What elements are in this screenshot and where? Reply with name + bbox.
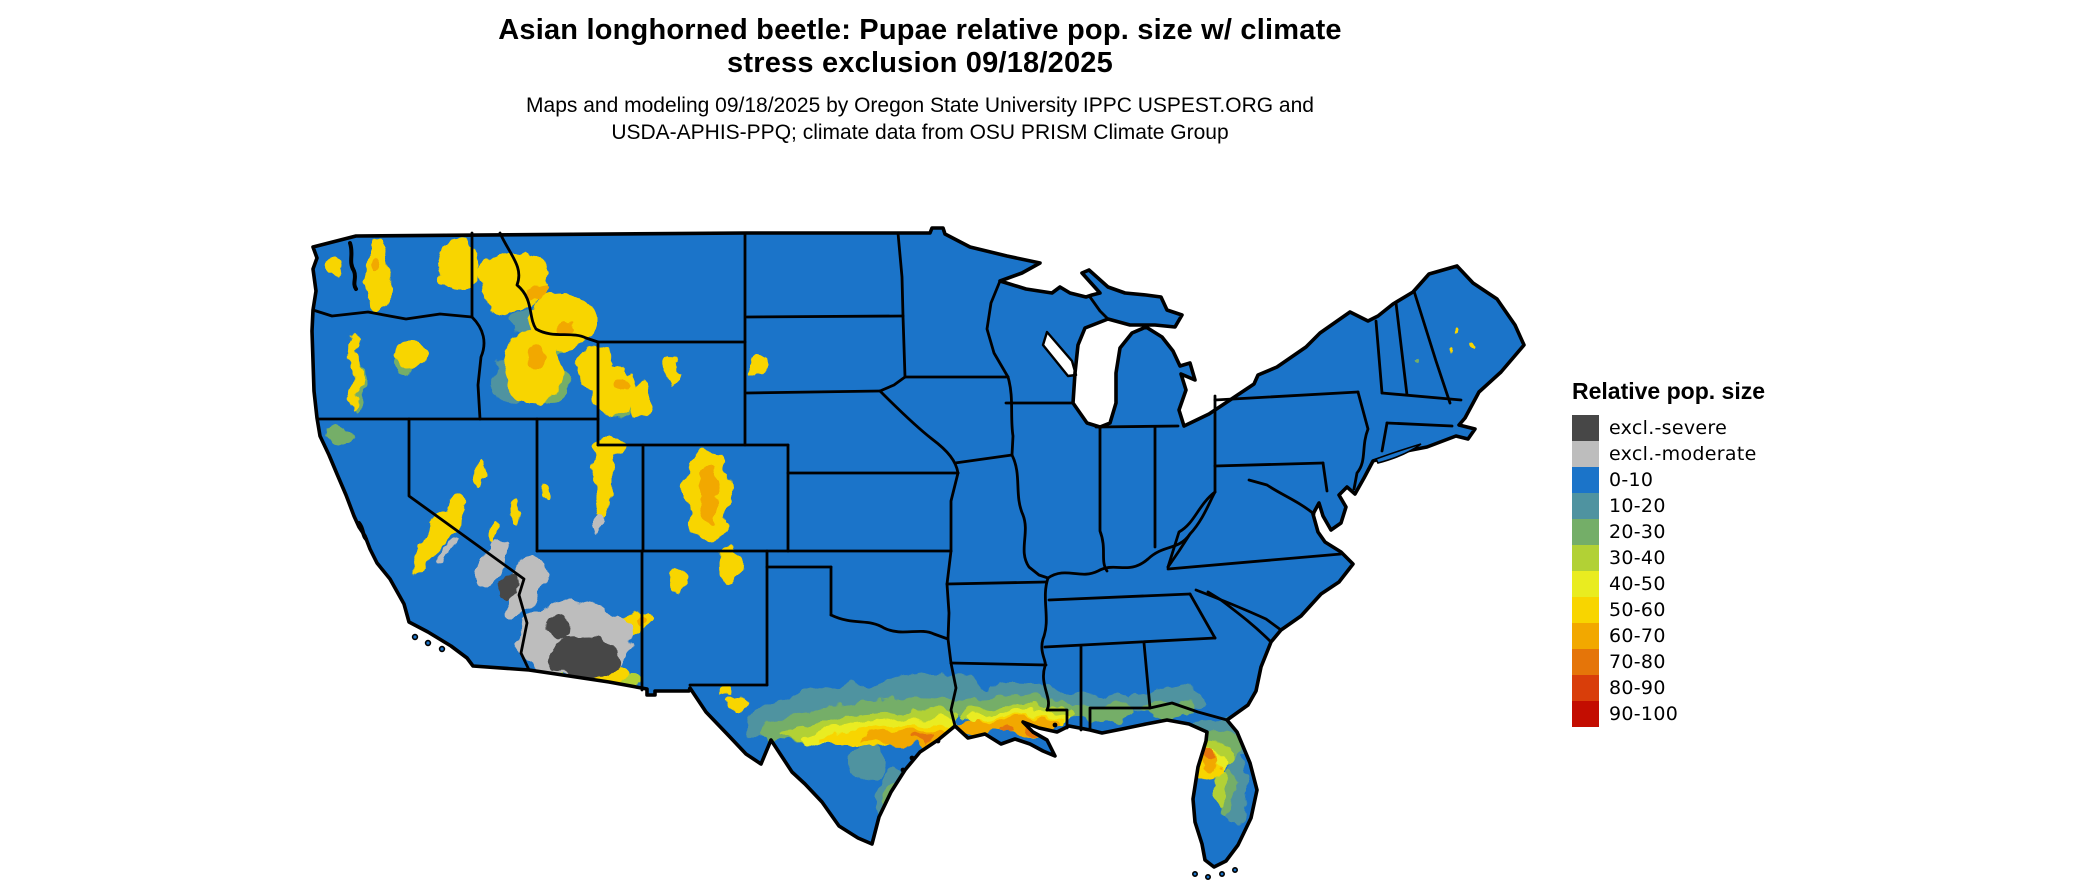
- legend-item-label: 10-20: [1609, 495, 1666, 517]
- legend-swatch: [1572, 649, 1599, 675]
- galveston-bay: [935, 738, 941, 744]
- title-line-2: stress exclusion 09/18/2025: [727, 47, 1113, 79]
- title-line-1: Asian longhorned beetle: Pupae relative …: [498, 14, 1342, 46]
- legend-item: 20-30: [1572, 519, 1932, 545]
- legend-title: Relative pop. size: [1572, 378, 1766, 404]
- legend-swatch: [1572, 467, 1599, 493]
- texas-bay: [900, 767, 906, 773]
- overlay-excl-severe: [495, 573, 620, 678]
- legend-swatch: [1572, 519, 1599, 545]
- legend-item-label: 60-70: [1609, 625, 1666, 647]
- state-borders: [311, 231, 1463, 732]
- texas-bay: [909, 755, 915, 761]
- legend-item-label: 40-50: [1609, 573, 1666, 595]
- long-island: [1374, 443, 1422, 464]
- channel-island: [411, 633, 419, 641]
- mobile-bay: [1052, 722, 1058, 728]
- legend-item: 50-60: [1572, 597, 1932, 623]
- puget-sound: [348, 241, 358, 291]
- legend-item: 70-80: [1572, 649, 1932, 675]
- legend-item: 60-70: [1572, 623, 1932, 649]
- legend-item-label: excl.-moderate: [1609, 443, 1757, 465]
- legend-item: 0-10: [1572, 467, 1932, 493]
- legend-swatch: [1572, 675, 1599, 701]
- us-map-svg: [310, 226, 1526, 880]
- green-bay-lake: [1041, 330, 1078, 378]
- legend-items: excl.-severe excl.-moderate 0-10 10-20 20-30…: [1572, 415, 1932, 727]
- legend-item: 10-20: [1572, 493, 1932, 519]
- legend-item: 90-100: [1572, 701, 1932, 727]
- legend-swatch: [1572, 571, 1599, 597]
- florida-key: [1191, 870, 1198, 877]
- legend-item: 40-50: [1572, 571, 1932, 597]
- map-header: Asian longhorned beetle: Pupae relative …: [120, 14, 1720, 146]
- water-details: [348, 241, 1058, 773]
- subtitle-line-1: Maps and modeling 09/18/2025 by Oregon S…: [526, 94, 1314, 117]
- legend-item: excl.-severe: [1572, 415, 1932, 441]
- channel-island: [424, 639, 432, 647]
- florida-key: [1218, 870, 1225, 877]
- map-title: Asian longhorned beetle: Pupae relative …: [120, 14, 1720, 80]
- legend-item-label: 80-90: [1609, 677, 1666, 699]
- legend-item-label: 90-100: [1609, 703, 1679, 725]
- subtitle-line-2: USDA-APHIS-PPQ; climate data from OSU PR…: [611, 121, 1229, 144]
- us-map: [310, 225, 1526, 885]
- legend-swatch: [1572, 545, 1599, 571]
- legend-swatch: [1572, 701, 1599, 727]
- legend-swatch: [1572, 597, 1599, 623]
- florida-key: [1204, 873, 1211, 880]
- legend-swatch: [1572, 441, 1599, 467]
- san-francisco-bay: [357, 521, 368, 541]
- florida-key: [1231, 866, 1238, 873]
- channel-island: [438, 645, 446, 653]
- legend-item-label: 20-30: [1609, 521, 1666, 543]
- legend-item-label: 50-60: [1609, 599, 1666, 621]
- legend: Relative pop. size excl.-severe excl.-mod…: [1572, 378, 1932, 727]
- legend-swatch: [1572, 623, 1599, 649]
- legend-item-label: 70-80: [1609, 651, 1666, 673]
- legend-item: 80-90: [1572, 675, 1932, 701]
- legend-swatch: [1572, 493, 1599, 519]
- legend-item-label: excl.-severe: [1609, 417, 1728, 439]
- legend-item: 30-40: [1572, 545, 1932, 571]
- legend-item-label: 30-40: [1609, 547, 1666, 569]
- legend-item-label: 0-10: [1609, 469, 1654, 491]
- legend-item: excl.-moderate: [1572, 441, 1932, 467]
- legend-swatch: [1572, 415, 1599, 441]
- map-subtitle: Maps and modeling 09/18/2025 by Oregon S…: [120, 92, 1720, 146]
- islands: [411, 443, 1422, 880]
